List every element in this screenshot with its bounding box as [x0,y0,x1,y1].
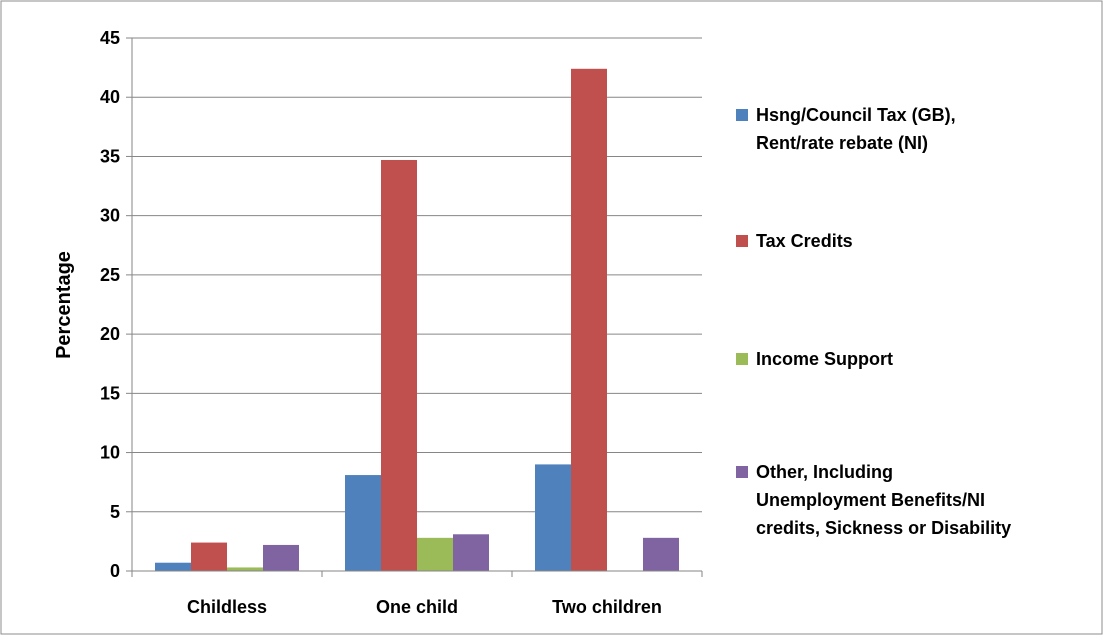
axes [131,38,703,577]
y-axis-title: Percentage [53,251,75,359]
y-tick-label: 15 [100,383,120,403]
bar [643,537,679,571]
legend-swatch [736,109,748,121]
legend-swatch [736,466,748,478]
bar [345,475,381,571]
x-category-labels: Childless One child Two children [187,597,662,617]
bar [571,68,607,571]
bar [381,159,417,571]
x-category-label: Two children [552,597,662,617]
y-tick-label: 0 [110,561,120,581]
legend-label: Rent/rate rebate (NI) [756,133,928,153]
x-category-label: Childless [187,597,267,617]
legend-label: Hsng/Council Tax (GB), [756,105,956,125]
bar [155,562,191,571]
legend-label: Tax Credits [756,231,853,251]
legend-label: Income Support [756,349,893,369]
legend-swatch [736,235,748,247]
x-category-label: One child [376,597,458,617]
legend-label: credits, Sickness or Disability [756,518,1011,538]
bar [191,542,227,571]
bar [417,537,453,571]
bar [263,544,299,571]
y-tick-label: 30 [100,206,120,226]
y-tick-label: 20 [100,324,120,344]
legend-label: Other, Including [756,462,893,482]
y-tick-label: 5 [110,502,120,522]
y-tick-label: 10 [100,443,120,463]
legend-label: Unemployment Benefits/NI [756,490,985,510]
y-tick-label: 35 [100,146,120,166]
y-tick-label: 25 [100,265,120,285]
y-tick-label: 40 [100,87,120,107]
bar [227,567,263,571]
bars [155,68,679,571]
legend: Hsng/Council Tax (GB), Rent/rate rebate (… [736,105,1011,538]
y-tick-label: 45 [100,28,120,48]
y-tick-labels: 0 5 10 15 20 25 30 35 40 45 [100,28,120,581]
bar [453,534,489,571]
legend-swatch [736,353,748,365]
bar [535,464,571,571]
